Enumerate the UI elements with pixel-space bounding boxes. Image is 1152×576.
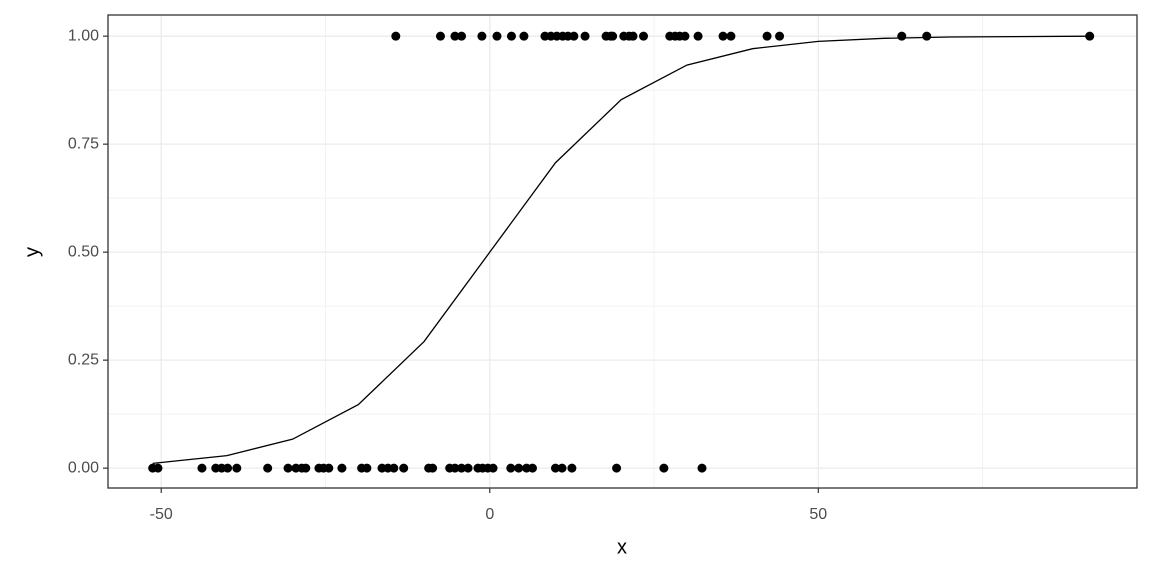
point bbox=[283, 463, 293, 473]
point bbox=[488, 463, 498, 473]
point bbox=[897, 31, 907, 41]
x-tick-label: 50 bbox=[809, 506, 827, 523]
point bbox=[608, 31, 618, 41]
point bbox=[659, 463, 669, 473]
point bbox=[639, 31, 649, 41]
y-tick-label: 0.25 bbox=[68, 351, 99, 368]
point bbox=[337, 463, 347, 473]
point bbox=[718, 31, 728, 41]
y-tick-label: 0.50 bbox=[68, 243, 99, 260]
point bbox=[775, 31, 785, 41]
point bbox=[514, 463, 524, 473]
point bbox=[693, 31, 703, 41]
y-tick-label: 0.75 bbox=[68, 135, 99, 152]
point bbox=[428, 463, 438, 473]
point bbox=[457, 31, 467, 41]
point bbox=[726, 31, 736, 41]
point bbox=[223, 463, 233, 473]
point bbox=[550, 463, 560, 473]
point bbox=[463, 463, 473, 473]
panel-border bbox=[107, 14, 1138, 489]
point bbox=[435, 31, 445, 41]
fit-line bbox=[152, 35, 1090, 465]
point bbox=[391, 31, 401, 41]
x-tick-label: 0 bbox=[485, 506, 494, 523]
point bbox=[324, 463, 334, 473]
point bbox=[450, 463, 460, 473]
x-axis-title: x bbox=[617, 536, 627, 558]
point bbox=[569, 31, 579, 41]
point bbox=[628, 31, 638, 41]
point bbox=[263, 463, 273, 473]
point bbox=[557, 463, 567, 473]
point bbox=[389, 463, 399, 473]
point bbox=[492, 31, 502, 41]
x-tick-label: -50 bbox=[150, 506, 173, 523]
point bbox=[506, 463, 516, 473]
point bbox=[519, 31, 529, 41]
point bbox=[232, 463, 242, 473]
point bbox=[567, 463, 577, 473]
point bbox=[922, 31, 932, 41]
point bbox=[153, 463, 163, 473]
point bbox=[506, 31, 516, 41]
point bbox=[301, 463, 311, 473]
point bbox=[762, 31, 772, 41]
point bbox=[697, 463, 707, 473]
point bbox=[457, 463, 467, 473]
y-tick-label: 1.00 bbox=[68, 27, 99, 44]
point bbox=[612, 463, 622, 473]
point bbox=[680, 31, 690, 41]
point bbox=[399, 463, 409, 473]
y-axis-title: y bbox=[21, 247, 43, 257]
point bbox=[580, 31, 590, 41]
y-tick-label: 0.00 bbox=[68, 459, 99, 476]
point bbox=[527, 463, 537, 473]
point bbox=[450, 31, 460, 41]
point bbox=[477, 31, 487, 41]
point bbox=[362, 463, 372, 473]
point bbox=[197, 463, 207, 473]
